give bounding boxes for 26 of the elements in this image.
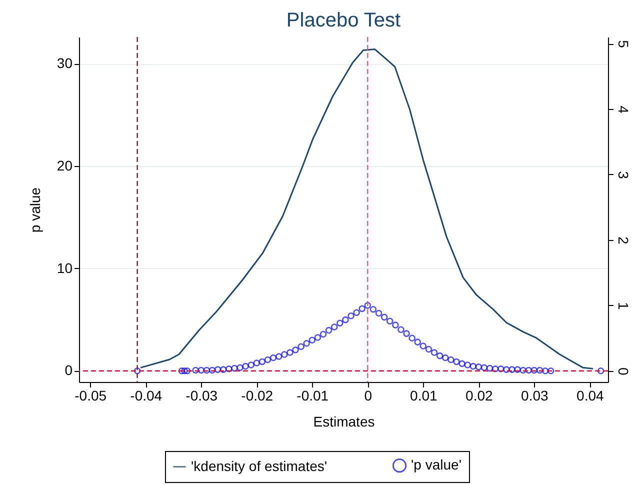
x-axis-title: Estimates xyxy=(313,414,375,430)
line-series xyxy=(140,48,594,370)
y-tick-label: 10 xyxy=(56,260,73,276)
x-tick-label: -0.03 xyxy=(186,388,218,404)
y-axis-title: p value xyxy=(26,187,43,233)
y-tick-label: 30 xyxy=(56,55,73,72)
x-tick-label: -0.01 xyxy=(296,388,329,404)
y2-tick-label: 3 xyxy=(616,171,632,180)
x-tick-label: -0.04 xyxy=(130,388,162,404)
y2-tick-label: 1 xyxy=(616,302,632,310)
x-tick-label: 0.02 xyxy=(466,388,493,404)
x-tick-label: -0.02 xyxy=(241,388,274,404)
x-tick-label: 0.03 xyxy=(521,388,549,404)
y2-tick-label: 4 xyxy=(616,106,632,114)
y-tick-label: 20 xyxy=(56,157,73,174)
legend-label: 'p value' xyxy=(411,456,462,473)
x-tick-label: 0.01 xyxy=(410,388,438,404)
y2-tick-label: 0 xyxy=(616,367,632,376)
chart-title: Placebo Test xyxy=(286,9,402,32)
x-tick-label: 0 xyxy=(364,388,372,404)
y2-tick-label: 5 xyxy=(616,40,632,48)
x-tick-label: -0.05 xyxy=(74,388,107,404)
y-tick-label: 0 xyxy=(64,362,73,378)
y2-tick-label: 2 xyxy=(616,236,632,245)
x-tick-label: 0.04 xyxy=(576,388,604,404)
legend-label: 'kdensity of estimates' xyxy=(191,458,328,474)
